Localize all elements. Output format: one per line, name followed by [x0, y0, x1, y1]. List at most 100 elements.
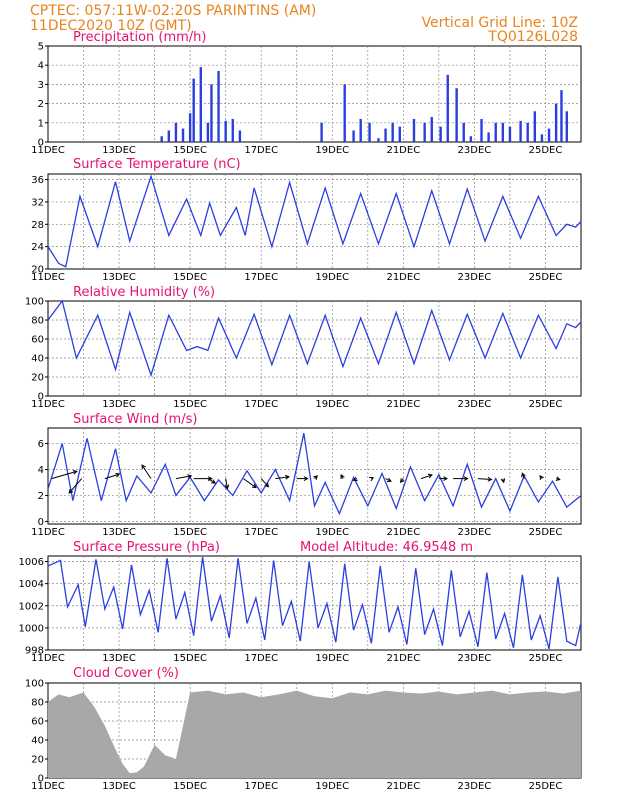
wind-vector-head [211, 479, 216, 484]
precip-ytick-label: 1 [38, 118, 44, 129]
cloud-cover-ytick-label: 100 [25, 679, 44, 690]
precip-bar [384, 128, 387, 142]
wind-vector [68, 478, 83, 494]
wind-vector-head [252, 483, 257, 489]
humidity-xtick-label: 21DEC [386, 399, 420, 410]
precip-bar [455, 88, 458, 142]
wind-vector-head [463, 476, 469, 481]
precip-xtick-label: 17DEC [244, 145, 278, 156]
precip-xtick-label: 13DEC [102, 145, 136, 156]
temperature-ytick-label: 36 [31, 175, 44, 186]
wind-vector [51, 470, 77, 480]
pressure-xtick-label: 23DEC [458, 653, 492, 664]
wind-vector-head [303, 476, 309, 481]
cloud-cover-title: Cloud Cover (%) [73, 666, 179, 681]
precip-bar [487, 132, 490, 142]
wind-ytick-label: 6 [38, 439, 44, 450]
precip-bar [560, 90, 563, 142]
wind-xtick-label: 11DEC [31, 527, 65, 538]
wind-series-line [47, 433, 582, 516]
cloud-cover-ytick-label: 80 [31, 698, 44, 709]
precip-bar [210, 84, 213, 142]
pressure-ytick-label: 1004 [19, 579, 44, 590]
wind-vector-head [487, 476, 493, 482]
precip-bar [462, 122, 465, 142]
precip-bar [352, 130, 355, 142]
precip-bar [206, 122, 210, 142]
wind-vector [243, 478, 257, 489]
precip-bar [446, 74, 449, 142]
cloud-cover-xtick-label: 13DEC [102, 781, 136, 792]
wind-vector-head [264, 482, 270, 488]
precip-bar [423, 122, 426, 142]
precip-bar [508, 126, 512, 142]
temperature-ytick-label: 24 [31, 242, 44, 253]
wind-vector [141, 464, 152, 479]
precip-bar [391, 122, 394, 142]
humidity-xtick-label: 25DEC [529, 399, 563, 410]
pressure-xtick-label: 25DEC [529, 653, 563, 664]
precip-bar [160, 136, 163, 142]
precip-bar [533, 111, 537, 142]
precip-bar [224, 120, 227, 142]
pressure-ytick-label: 1000 [19, 623, 44, 634]
pressure-xtick-label: 13DEC [102, 653, 136, 664]
humidity-xtick-label: 13DEC [102, 399, 136, 410]
wind-xtick-label: 19DEC [315, 527, 349, 538]
cloud-cover-ytick-label: 40 [31, 736, 44, 747]
temperature-xtick-label: 15DEC [173, 272, 207, 283]
humidity-xtick-label: 19DEC [315, 399, 349, 410]
precip-bar [238, 130, 242, 142]
wind-vector [104, 473, 120, 480]
wind-vector-head [72, 470, 78, 475]
wind-vector-head [340, 474, 345, 480]
temperature-xtick-label: 25DEC [529, 272, 563, 283]
precip-bar [188, 113, 192, 142]
precip-bar [359, 118, 362, 142]
precip-bar [412, 118, 416, 142]
precip-bar [439, 126, 442, 142]
pressure-xtick-label: 17DEC [244, 653, 278, 664]
temperature-xtick-label: 19DEC [315, 272, 349, 283]
precip-bar [181, 128, 185, 142]
precip-bar [377, 138, 380, 142]
precip-xtick-label: 23DEC [458, 145, 492, 156]
wind-vector-head [521, 472, 526, 478]
wind-vector [275, 476, 289, 480]
pressure-xtick-label: 15DEC [173, 653, 207, 664]
pressure-xtick-label: 19DEC [315, 653, 349, 664]
precip-bar [526, 122, 529, 142]
wind-xtick-label: 23DEC [458, 527, 492, 538]
precip-title: Precipitation (mm/h) [73, 30, 206, 45]
temperature-series-line [47, 174, 582, 268]
humidity-frame [47, 300, 582, 397]
header-grid-line-note: Vertical Grid Line: 10Z [422, 15, 578, 31]
humidity-ytick-label: 80 [31, 316, 44, 327]
precip-ytick-label: 4 [38, 61, 44, 72]
precip-bar [554, 103, 558, 142]
wind-vector-head [386, 477, 392, 482]
wind-xtick-label: 21DEC [386, 527, 420, 538]
temperature-panel: Surface Temperature (nC) 20 24 28 32 36 11DEC 1… [31, 157, 582, 283]
humidity-ytick-label: 60 [31, 335, 44, 346]
precip-bar [217, 70, 220, 142]
precip-bar [368, 122, 371, 142]
temperature-xtick-label: 23DEC [458, 272, 492, 283]
humidity-panel: Relative Humidity (%) 0 20 40 60 80 100 11DEC 13… [25, 285, 582, 410]
precip-xtick-label: 11DEC [31, 145, 65, 156]
cloud-cover-xtick-label: 11DEC [31, 781, 65, 792]
header-station: CPTEC: 057:11W-02:20S PARINTINS (AM) [30, 3, 316, 19]
wind-vector [207, 478, 216, 484]
wind-vector [260, 478, 269, 488]
pressure-xtick-label: 21DEC [386, 653, 420, 664]
wind-vector [175, 475, 192, 480]
humidity-title: Relative Humidity (%) [73, 285, 215, 300]
precip-bar [167, 130, 171, 142]
pressure-ytick-label: 998 [25, 646, 44, 657]
pressure-xtick-label: 11DEC [31, 653, 65, 664]
precip-bar [565, 111, 568, 142]
cloud-cover-ytick-label: 60 [31, 717, 44, 728]
cloud-cover-ytick-label: 20 [31, 755, 44, 766]
cloud-cover-xtick-label: 17DEC [244, 781, 278, 792]
